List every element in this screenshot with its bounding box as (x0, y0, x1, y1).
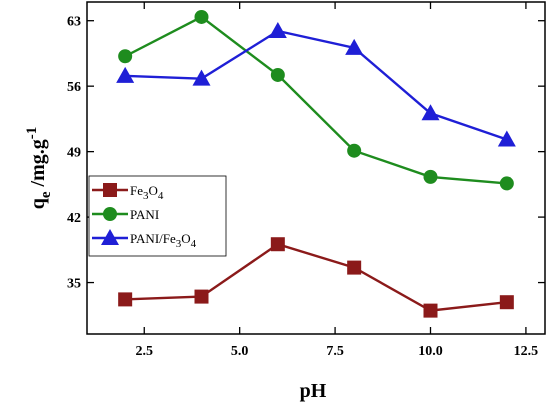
legend-label: Fe3O4 (130, 183, 164, 202)
data-point (194, 289, 209, 304)
legend-label-part: 4 (158, 190, 164, 202)
data-point (345, 38, 364, 55)
series-line (125, 29, 508, 141)
legend-label-part: 4 (191, 238, 197, 250)
data-point (499, 176, 514, 191)
legend-marker (103, 207, 117, 221)
x-tick-label: 2.5 (136, 344, 154, 359)
data-point (268, 21, 287, 38)
legend-label: PANI (130, 207, 159, 222)
series-line (125, 242, 507, 312)
y-axis-title-sub: e (38, 191, 54, 198)
x-axis: 2.5 5.0 7.5 10.0 12.5 (136, 2, 539, 359)
legend-label-part: PANI (130, 207, 159, 222)
legend-marker (101, 229, 119, 245)
plot-frame (86, 1, 546, 335)
legend-label-part: 3 (176, 238, 182, 250)
legend-item: PANI/Fe3O4 (92, 229, 197, 250)
data-point (118, 49, 133, 64)
data-point (118, 292, 133, 307)
series-line (124, 15, 507, 185)
series-2 (116, 21, 516, 147)
y-tick-label: 63 (67, 15, 81, 30)
x-tick-label: 10.0 (418, 344, 443, 359)
y-axis: 35 42 49 56 63 (67, 15, 545, 292)
legend-label-part: O (181, 231, 190, 246)
legend-label: PANI/Fe3O4 (130, 231, 197, 250)
data-point (116, 66, 135, 83)
legend-label-part: O (149, 183, 158, 198)
x-tick-label: 5.0 (231, 344, 249, 359)
data-point (270, 67, 285, 82)
y-axis-title-sup: -1 (24, 127, 40, 140)
legend-item: PANI (92, 207, 159, 222)
data-point (194, 9, 209, 24)
y-tick-label: 56 (67, 80, 81, 95)
data-point (497, 130, 516, 147)
data-point (423, 303, 438, 318)
data-point (421, 104, 440, 121)
y-axis-title-units: /mg.g (27, 139, 49, 191)
data-point (347, 143, 362, 158)
data-point (347, 260, 362, 275)
legend-marker (103, 183, 117, 197)
legend-item: Fe3O4 (92, 183, 164, 202)
x-tick-label: 12.5 (514, 344, 539, 359)
data-point (423, 169, 438, 184)
y-axis-title: qe /mg.g-1 (24, 127, 54, 210)
data-point (499, 295, 514, 310)
series-1 (118, 9, 514, 191)
x-tick-label: 7.5 (326, 344, 344, 359)
y-axis-title-main: q (27, 198, 49, 209)
series-0 (118, 237, 514, 318)
data-point (270, 237, 285, 252)
series-layer (116, 9, 516, 318)
y-tick-label: 49 (67, 146, 81, 161)
data-point (192, 69, 211, 86)
legend-label-part: 3 (143, 190, 149, 202)
x-axis-title: pH (300, 380, 327, 402)
legend-label-part: Fe (130, 183, 143, 198)
legend-label-part: PANI/Fe (130, 231, 176, 246)
y-tick-label: 42 (67, 211, 81, 226)
y-tick-label: 35 (67, 277, 81, 292)
